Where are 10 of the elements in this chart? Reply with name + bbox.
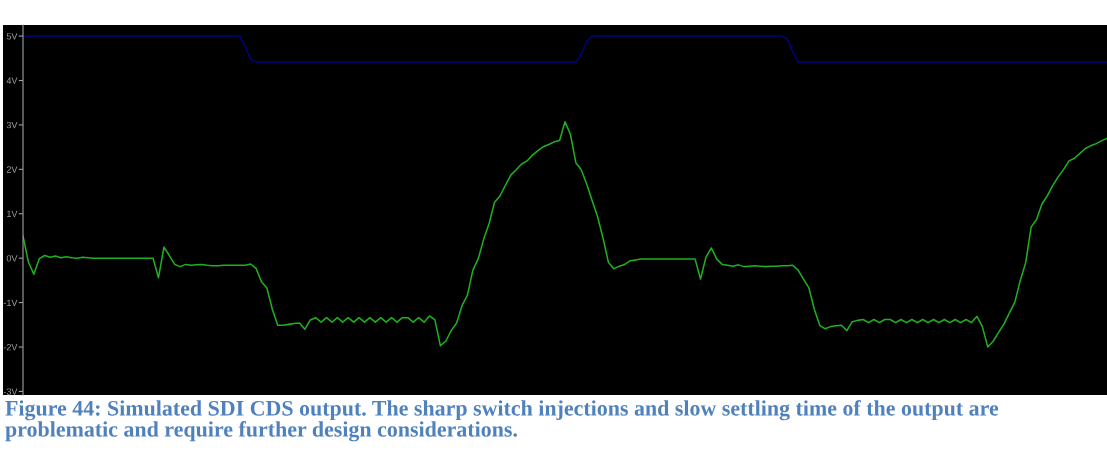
y-tick-label: 4V	[6, 77, 18, 84]
y-tick-label: -2V	[3, 344, 18, 351]
y-tick-label: -1V	[3, 299, 18, 306]
caption: Figure 44: Simulated SDI CDS output. The sharp switch injections and slow settling time of the output are problematic and require further design considerations.	[5, 400, 999, 442]
y-tick-label: -3V	[3, 388, 18, 395]
y-tick-label: 2V	[6, 166, 18, 173]
y-tick-label: 0V	[6, 255, 18, 262]
y-tick-label: 1V	[7, 210, 18, 218]
y-tick-label: 3V	[6, 121, 18, 129]
y-tick-label: 5V	[6, 33, 18, 40]
